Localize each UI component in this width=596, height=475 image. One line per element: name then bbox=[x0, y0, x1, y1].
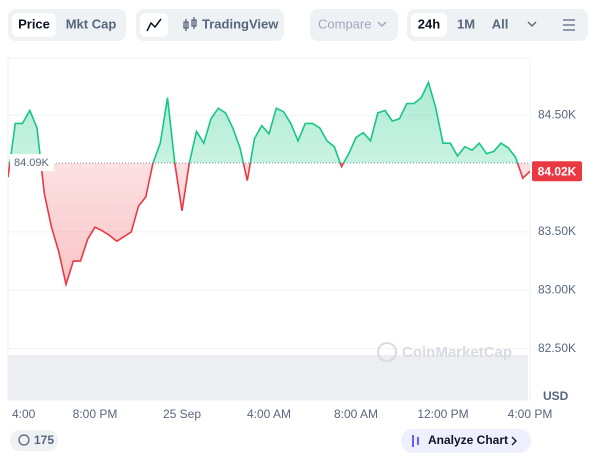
compare-label: Compare bbox=[318, 16, 371, 31]
tradingview-button[interactable]: TradingView bbox=[202, 16, 279, 31]
area-below bbox=[8, 163, 530, 285]
x-tick-label: 4:00 PM bbox=[508, 407, 553, 421]
area-above bbox=[8, 82, 530, 164]
compare-dropdown[interactable] bbox=[310, 9, 398, 41]
volume-band bbox=[8, 355, 528, 400]
analyze-label: Analyze Chart bbox=[428, 433, 508, 447]
chevron bbox=[377, 21, 387, 27]
x-tick-label: 25 Sep bbox=[163, 407, 201, 421]
x-tick-label: 8:00 PM bbox=[73, 407, 118, 421]
view-group bbox=[136, 9, 284, 41]
history-icon bbox=[18, 434, 30, 446]
line-below bbox=[8, 163, 530, 288]
analyze-button[interactable] bbox=[401, 429, 531, 453]
x-tick-label: 8:00 AM bbox=[334, 407, 378, 421]
x-tick-label: 12:00 PM bbox=[417, 407, 468, 421]
line-icon bbox=[146, 18, 162, 32]
candle-icon bbox=[183, 17, 197, 31]
y-tick-label: 82.50K bbox=[538, 341, 576, 355]
y-axis-label: USD bbox=[543, 389, 569, 403]
current-price: 84.02K bbox=[538, 164, 577, 178]
y-tick-label: 83.50K bbox=[538, 224, 576, 238]
y-tick-label: 84.50K bbox=[538, 107, 576, 121]
range-group bbox=[407, 9, 588, 41]
watermark-logo bbox=[377, 342, 397, 362]
tab[interactable]: Mkt Cap bbox=[66, 16, 117, 31]
chevron bbox=[511, 436, 517, 446]
plot: 84.09K bbox=[8, 80, 530, 350]
settings-icon[interactable] bbox=[563, 19, 575, 31]
line-above bbox=[9, 80, 519, 164]
range-active bbox=[411, 13, 447, 37]
y-tick-label: 83.00K bbox=[538, 282, 576, 296]
tab[interactable]: Price bbox=[18, 16, 50, 31]
current-price-bg bbox=[532, 161, 582, 182]
watermark: CoinMarketCap bbox=[402, 344, 512, 361]
range-button[interactable]: 24h bbox=[418, 16, 440, 31]
range-more[interactable] bbox=[527, 21, 537, 27]
analyze-icon bbox=[412, 435, 419, 447]
x-tick-label: 4:00 bbox=[12, 407, 36, 421]
range-button[interactable]: All bbox=[492, 16, 509, 31]
baseline-label: 84.09K bbox=[14, 157, 50, 169]
x-tick-label: 4:00 AM bbox=[247, 407, 291, 421]
range-button[interactable]: 1M bbox=[457, 16, 475, 31]
baseline-label-bg bbox=[10, 154, 54, 172]
tab-active bbox=[12, 13, 56, 37]
badge-count: 175 bbox=[34, 433, 54, 447]
